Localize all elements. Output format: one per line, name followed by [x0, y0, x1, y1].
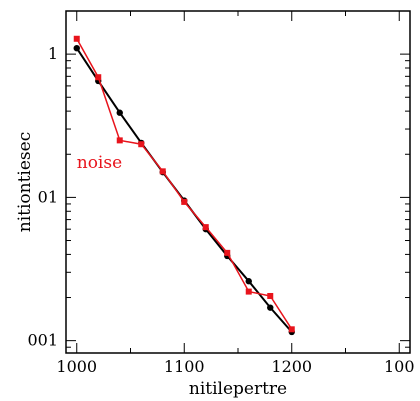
- annotation-noise: noise: [77, 153, 122, 173]
- data-point-square: [116, 137, 123, 144]
- data-point-circle: [245, 278, 252, 285]
- data-point-square: [95, 74, 102, 81]
- x-tick-label: 100: [384, 357, 415, 376]
- data-point-square: [159, 168, 166, 175]
- x-tick-label: 1200: [271, 357, 312, 376]
- data-point-circle: [116, 109, 123, 116]
- x-tick-label: 1100: [164, 357, 205, 376]
- data-point-square: [181, 198, 188, 205]
- data-point-square: [267, 292, 274, 299]
- y-tick-label: 001: [27, 331, 58, 350]
- data-point-square: [202, 224, 209, 231]
- data-point-square: [224, 249, 231, 256]
- series-line-1: [76, 38, 293, 330]
- series-layer: [73, 35, 295, 336]
- x-tick-label: 1000: [56, 357, 97, 376]
- plot-frame: [65, 10, 411, 354]
- y-axis-ticks: 001 01 1: [27, 44, 410, 350]
- data-point-circle: [267, 304, 274, 311]
- y-tick-label: 01: [38, 187, 58, 206]
- data-point-square: [73, 35, 80, 42]
- y-tick-label: 1: [48, 44, 58, 63]
- data-point-square: [138, 141, 145, 148]
- data-point-square: [245, 288, 252, 295]
- x-axis-label: nitilepertre: [189, 379, 287, 399]
- data-point-square: [288, 326, 295, 333]
- data-point-circle: [73, 44, 80, 52]
- series-line-0: [75, 47, 293, 333]
- x-axis-ticks: 1000 1100 1200 100: [56, 11, 415, 376]
- y-axis-label: nitiontiesec: [15, 132, 35, 232]
